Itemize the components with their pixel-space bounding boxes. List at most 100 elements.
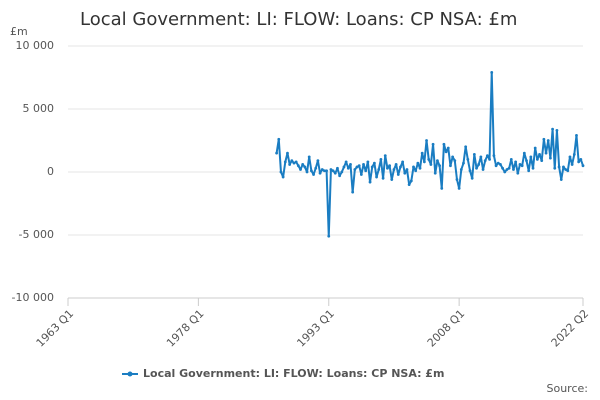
data-point: [459, 168, 463, 171]
data-point: [312, 173, 315, 176]
data-point: [546, 139, 550, 142]
data-point: [396, 173, 400, 176]
data-point: [553, 166, 557, 170]
data-point: [503, 170, 507, 174]
data-point: [386, 166, 389, 170]
data-point: [525, 159, 528, 163]
data-point: [475, 166, 478, 170]
data-point: [444, 150, 448, 154]
data-point: [488, 158, 491, 161]
data-point: [472, 152, 476, 156]
chart-title: Local Government: LI: FLOW: Loans: CP NS…: [80, 9, 517, 30]
data-point: [451, 155, 455, 159]
data-point: [433, 171, 437, 175]
data-point: [357, 164, 361, 168]
data-point: [436, 159, 439, 163]
data-point: [296, 164, 300, 168]
data-point: [501, 166, 504, 170]
data-point: [420, 151, 424, 155]
data-point: [522, 151, 526, 155]
source: Source:: [547, 382, 589, 395]
data-point: [485, 154, 489, 158]
data-point: [557, 165, 561, 169]
data-point: [292, 161, 296, 165]
data-point: [405, 168, 409, 171]
data-point: [318, 171, 322, 175]
data-point: [359, 173, 363, 176]
data-point: [364, 169, 368, 173]
legend-marker: [127, 371, 133, 377]
data-point: [505, 168, 509, 171]
data-point: [453, 159, 457, 163]
data-point: [455, 178, 459, 181]
legend-label: Local Government: LI: FLOW: Loans: CP NS…: [143, 367, 444, 380]
data-point: [342, 165, 346, 169]
data-point: [464, 145, 468, 149]
x-tick-label: 1993 Q1: [294, 307, 337, 350]
data-point: [309, 169, 313, 173]
data-point: [277, 137, 281, 141]
data-point: [383, 154, 387, 158]
data-point: [409, 179, 413, 183]
x-tick-label: 1978 Q1: [164, 307, 207, 350]
data-point: [331, 169, 335, 173]
data-point: [303, 165, 307, 169]
data-point: [416, 161, 420, 165]
data-point: [425, 139, 428, 142]
data-point: [283, 160, 287, 164]
data-point: [479, 155, 483, 159]
data-point: [542, 137, 546, 141]
data-point: [290, 159, 294, 163]
data-point: [470, 176, 474, 180]
data-point: [279, 170, 283, 174]
data-point: [446, 146, 450, 150]
data-point: [418, 166, 422, 170]
data-point: [327, 234, 331, 238]
data-point: [449, 164, 452, 168]
data-point: [535, 158, 539, 161]
data-point: [527, 169, 531, 173]
data-point: [314, 166, 318, 170]
data-point: [368, 180, 372, 184]
data-point: [468, 169, 472, 173]
data-point: [516, 171, 520, 175]
data-point: [440, 186, 444, 190]
data-point: [401, 160, 405, 164]
x-tick-label: 2008 Q1: [425, 307, 468, 350]
data-point: [351, 190, 355, 194]
data-point: [499, 163, 502, 166]
data-point: [288, 163, 292, 166]
data-point: [366, 160, 370, 164]
data-point: [577, 160, 581, 164]
data-point: [346, 166, 350, 170]
data-point: [570, 163, 574, 166]
data-point: [562, 165, 565, 169]
y-tick-label: 5 000: [23, 102, 55, 115]
data-point: [564, 168, 568, 171]
data-point: [566, 169, 570, 173]
data-point: [392, 168, 396, 171]
y-unit: £m: [10, 25, 28, 38]
data-point: [316, 159, 320, 163]
data-point: [429, 163, 433, 166]
y-tick-label: -10 000: [12, 291, 54, 304]
data-point: [325, 169, 328, 173]
data-point: [414, 169, 418, 173]
data-point: [492, 154, 496, 158]
data-point: [362, 163, 365, 166]
data-point: [305, 170, 309, 174]
data-point: [549, 156, 552, 160]
data-point: [551, 127, 554, 131]
data-point: [427, 158, 431, 161]
data-point: [299, 168, 302, 171]
x-tick-label: 1963 Q1: [34, 307, 77, 350]
data-point: [372, 161, 376, 165]
data-point: [509, 158, 513, 161]
data-point: [407, 183, 411, 187]
data-point: [355, 165, 359, 169]
data-point: [540, 159, 544, 163]
data-point: [379, 158, 383, 161]
data-point: [370, 165, 374, 169]
data-point: [394, 163, 398, 166]
